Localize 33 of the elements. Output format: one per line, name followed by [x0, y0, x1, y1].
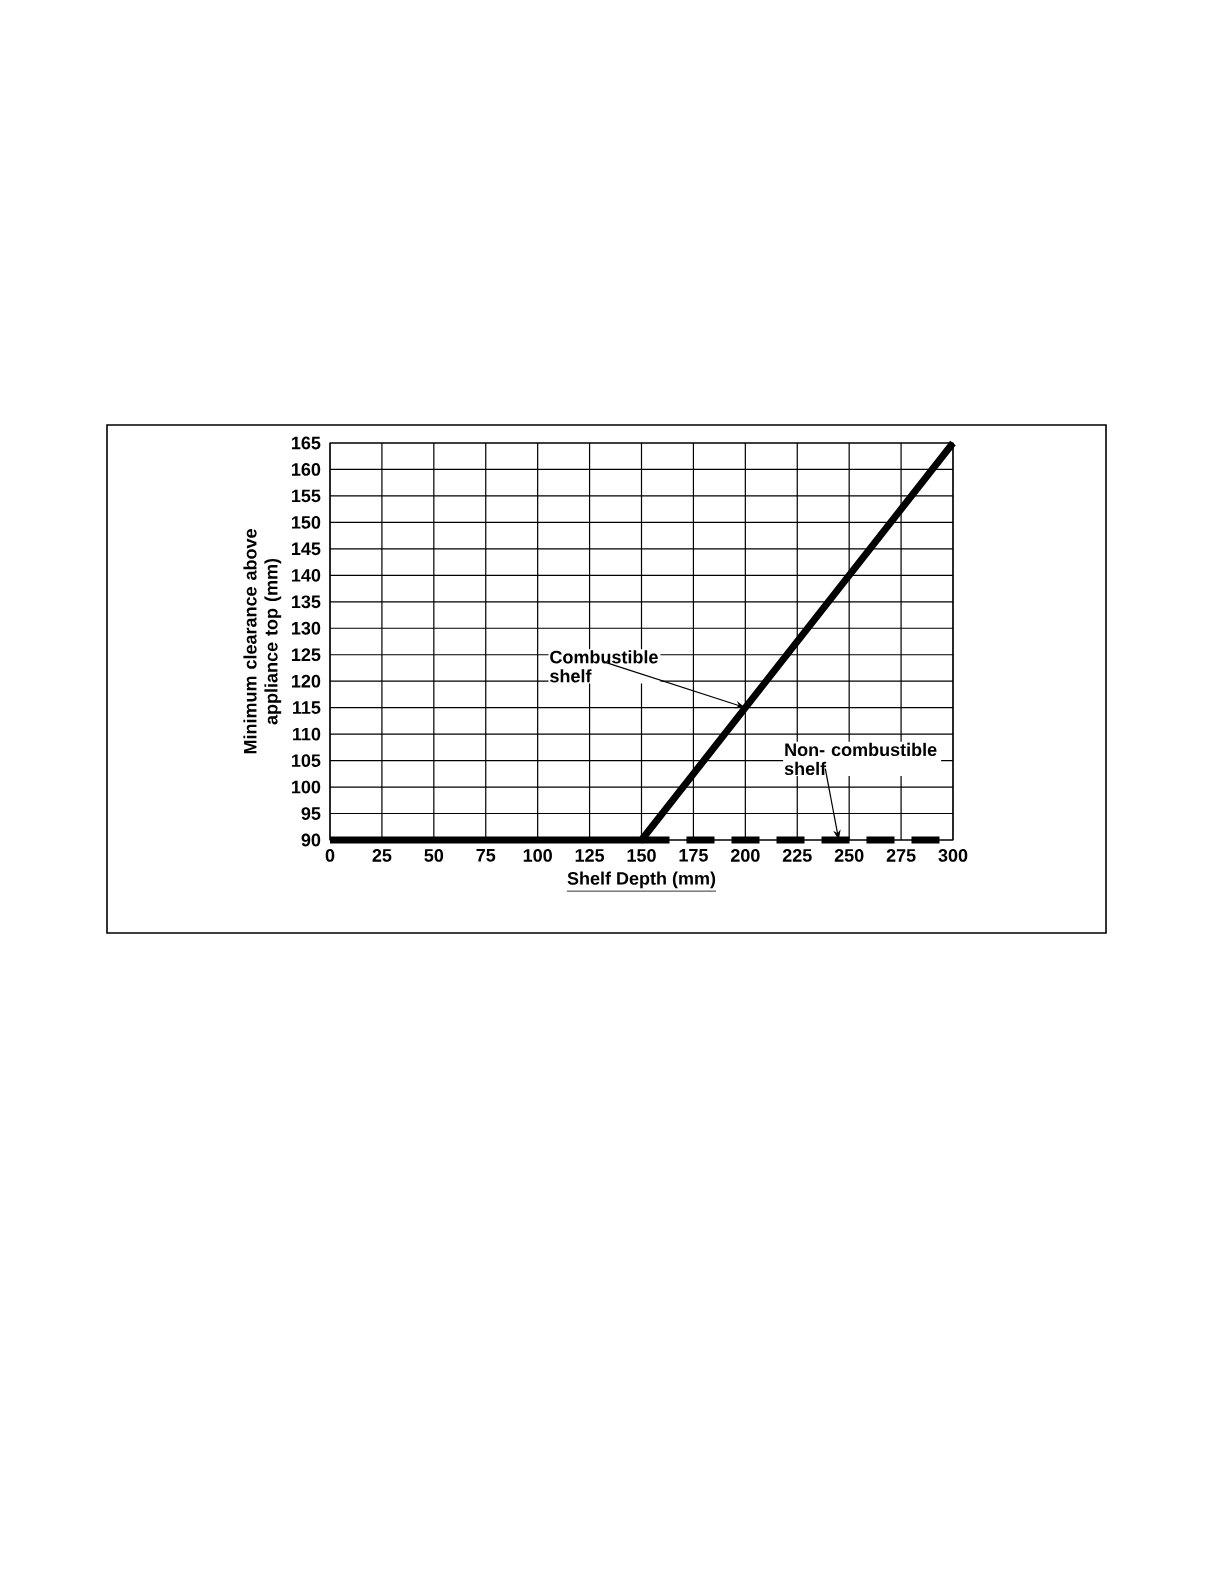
y-tick-label: 110 — [293, 727, 321, 741]
x-tick-label: 25 — [372, 849, 392, 862]
annotation: Combustible shelf — [550, 650, 658, 683]
x-tick-label: 250 — [834, 849, 864, 862]
x-tick-label: 125 — [575, 849, 605, 862]
y-tick-label: 115 — [293, 701, 321, 714]
y-tick-label: 160 — [292, 463, 321, 476]
x-tick-label: 175 — [679, 849, 708, 862]
y-tick-label: 150 — [292, 516, 321, 529]
x-tick-label: 150 — [627, 849, 656, 862]
y-tick-label: 120 — [292, 674, 321, 688]
x-tick-label: 0 — [325, 849, 335, 862]
y-tick-label: 155 — [292, 489, 321, 503]
x-tick-label: 50 — [424, 849, 444, 862]
x-tick-label: 200 — [730, 849, 760, 862]
y-tick-label: 90 — [301, 833, 321, 847]
x-tick-label: 225 — [782, 849, 812, 862]
y-tick-label: 125 — [292, 648, 321, 662]
y-tick-label: 95 — [301, 807, 321, 820]
y-tick-label: 105 — [292, 754, 321, 767]
y-tick-label: 130 — [292, 621, 321, 635]
x-tick-label: 300 — [938, 849, 968, 862]
y-axis-title: Minimum clearance above appliance top (mm) — [243, 529, 282, 754]
x-tick-label: 275 — [886, 849, 916, 862]
annotation: Non- combustible shelf — [784, 742, 937, 776]
y-tick-label: 100 — [292, 780, 321, 794]
x-tick-label: 100 — [523, 849, 552, 862]
y-tick-label: 145 — [292, 542, 321, 556]
x-axis-title: Shelf Depth (mm) — [567, 871, 716, 889]
y-tick-label: 135 — [292, 595, 321, 609]
y-tick-label: 165 — [292, 436, 321, 450]
y-tick-label: 140 — [292, 568, 321, 582]
x-tick-label: 75 — [476, 849, 496, 862]
